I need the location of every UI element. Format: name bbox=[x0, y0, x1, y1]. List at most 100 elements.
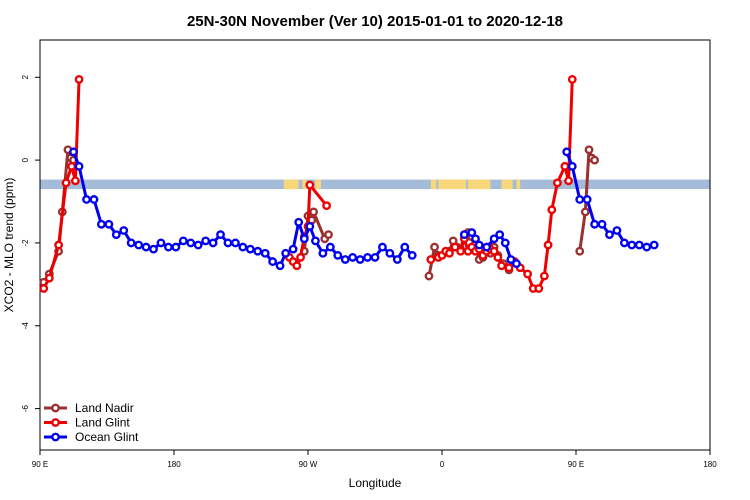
data-point bbox=[164, 242, 173, 252]
data-point bbox=[260, 248, 270, 258]
data-point bbox=[552, 178, 562, 188]
data-point bbox=[378, 242, 387, 252]
data-point bbox=[294, 217, 304, 227]
data-point bbox=[89, 195, 99, 204]
data-point bbox=[126, 238, 136, 248]
data-point bbox=[216, 230, 225, 240]
land-segment bbox=[283, 179, 299, 190]
data-point bbox=[238, 242, 248, 252]
data-point bbox=[193, 240, 203, 250]
plot-frame bbox=[39, 39, 711, 451]
data-point bbox=[459, 230, 469, 240]
data-point bbox=[141, 242, 151, 252]
data-point bbox=[44, 273, 54, 283]
data-point bbox=[245, 244, 255, 254]
data-point bbox=[104, 219, 114, 229]
data-point bbox=[467, 228, 477, 237]
data-point bbox=[392, 255, 402, 264]
land-segment bbox=[315, 179, 322, 190]
data-point bbox=[539, 271, 549, 281]
data-point bbox=[325, 242, 335, 252]
data-point bbox=[500, 238, 510, 248]
data-point bbox=[309, 207, 318, 217]
data-point bbox=[456, 246, 466, 256]
x-axis-label: Longitude bbox=[349, 476, 402, 490]
data-point bbox=[523, 269, 533, 279]
axis-ticks: 90 E 180 90 W 0 90 E 180 2 0 -2 -4 -6 bbox=[21, 74, 717, 469]
y-tick-label: -6 bbox=[21, 404, 30, 412]
data-point bbox=[627, 240, 637, 250]
data-point bbox=[275, 261, 285, 271]
data-point bbox=[584, 145, 594, 155]
data-point bbox=[186, 238, 196, 248]
data-point bbox=[400, 242, 410, 252]
y-axis-label: XCO2 - MLO trend (ppm) bbox=[2, 178, 16, 313]
data-point bbox=[575, 246, 585, 256]
data-point bbox=[156, 238, 166, 248]
data-point bbox=[560, 161, 570, 171]
data-point bbox=[534, 284, 544, 293]
data-point bbox=[370, 253, 380, 262]
ocean-band bbox=[40, 179, 710, 190]
data-point bbox=[426, 255, 436, 264]
data-point bbox=[493, 253, 503, 262]
data-point bbox=[201, 236, 211, 246]
data-point bbox=[253, 246, 263, 256]
x-tick-label: 180 bbox=[167, 460, 181, 469]
data-point bbox=[489, 234, 499, 244]
data-point bbox=[363, 253, 372, 262]
data-point bbox=[430, 242, 439, 252]
data-point bbox=[208, 238, 218, 248]
data-point bbox=[424, 271, 434, 281]
y-tick-label: -2 bbox=[21, 239, 30, 247]
data-point bbox=[634, 240, 644, 250]
data-point bbox=[149, 244, 158, 254]
data-point bbox=[74, 74, 84, 84]
legend-swatch-marker bbox=[51, 418, 60, 427]
data-point bbox=[385, 248, 395, 258]
data-point bbox=[61, 178, 71, 188]
data-point bbox=[605, 230, 614, 240]
data-point bbox=[495, 230, 505, 240]
data-point bbox=[590, 219, 600, 229]
data-point bbox=[111, 230, 121, 240]
data-point bbox=[575, 195, 585, 204]
data-point bbox=[445, 248, 454, 258]
data-point bbox=[580, 207, 590, 217]
data-point bbox=[305, 221, 315, 231]
data-point bbox=[288, 244, 298, 254]
data-point bbox=[407, 250, 417, 260]
data-point bbox=[82, 195, 91, 204]
data-point bbox=[268, 257, 278, 266]
legend-item: Land Glint bbox=[44, 416, 130, 430]
data-point bbox=[562, 147, 572, 157]
data-point bbox=[564, 176, 573, 186]
data-point bbox=[318, 248, 328, 258]
data-point bbox=[69, 147, 78, 157]
x-tick-label: 0 bbox=[440, 460, 445, 469]
data-point bbox=[70, 176, 80, 186]
y-tick-label: 0 bbox=[21, 157, 30, 162]
data-point bbox=[171, 242, 181, 252]
series-layer bbox=[39, 74, 659, 293]
x-tick-label: 90 W bbox=[299, 460, 318, 469]
data-point bbox=[471, 234, 480, 244]
data-point bbox=[231, 238, 240, 248]
data-point bbox=[340, 255, 350, 264]
data-point bbox=[590, 155, 600, 165]
data-point bbox=[39, 284, 49, 293]
data-point bbox=[292, 261, 302, 271]
land-segment bbox=[468, 179, 491, 190]
data-point bbox=[178, 236, 188, 246]
data-point bbox=[299, 234, 309, 244]
data-point bbox=[543, 240, 553, 250]
data-point bbox=[506, 255, 516, 264]
legend-label: Land Nadir bbox=[75, 401, 134, 415]
x-tick-label: 180 bbox=[703, 460, 717, 469]
data-point bbox=[597, 219, 607, 229]
data-point bbox=[281, 248, 291, 258]
data-point bbox=[311, 236, 320, 246]
data-point bbox=[97, 219, 106, 229]
legend-label: Ocean Glint bbox=[75, 430, 139, 444]
